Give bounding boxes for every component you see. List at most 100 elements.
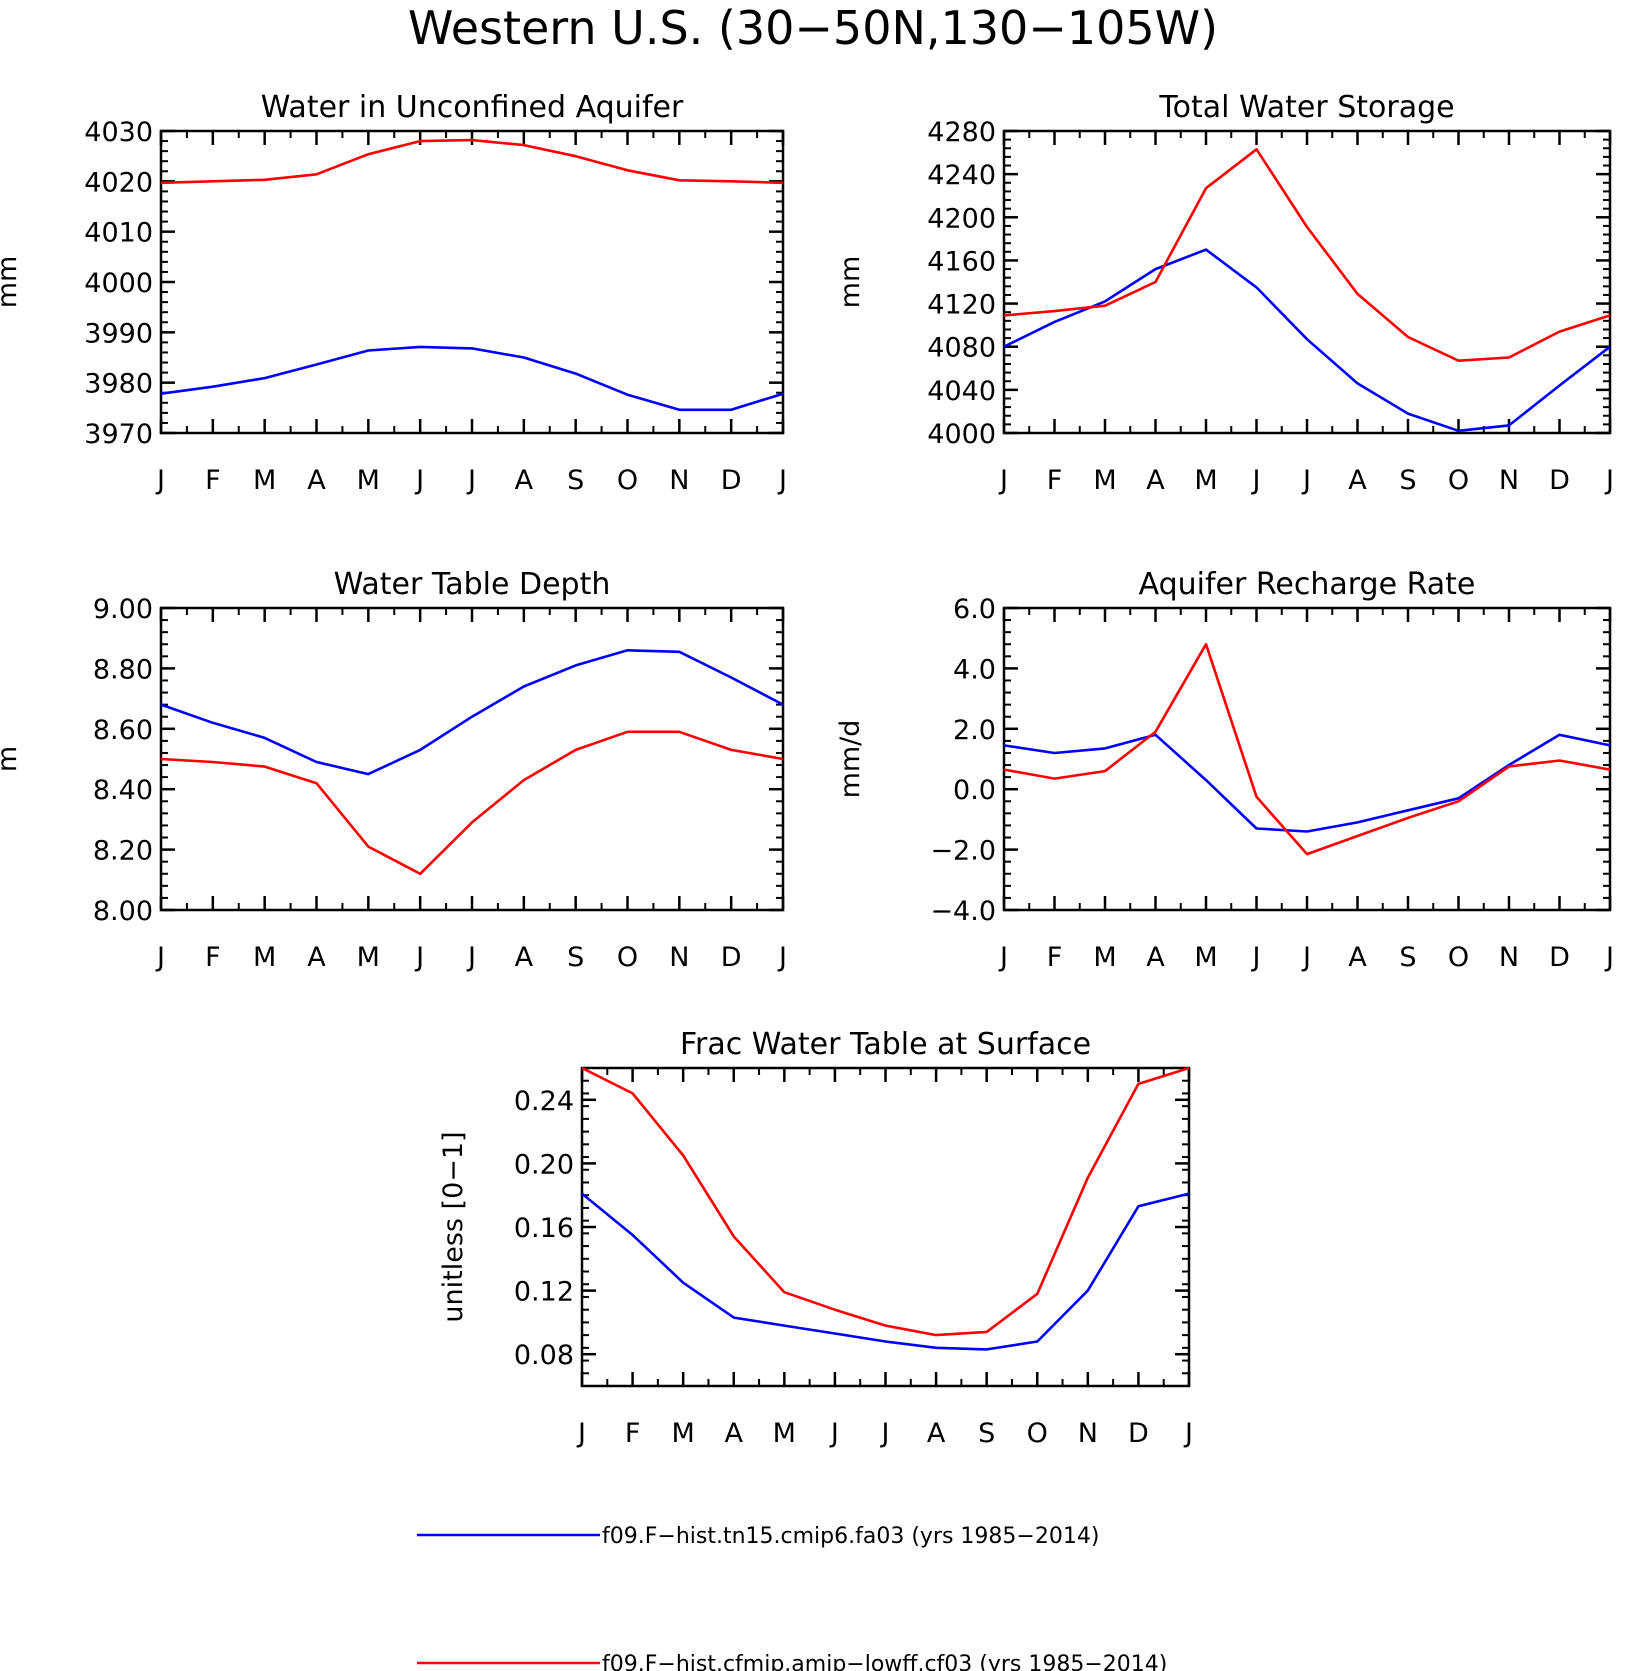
y-tick-label: 4030 <box>84 117 153 148</box>
y-tick-label: 3980 <box>84 369 153 400</box>
y-tick-label: 8.00 <box>93 896 153 927</box>
x-tick-label: J <box>414 942 424 973</box>
x-tick-label: F <box>205 942 221 973</box>
figure-title: Western U.S. (30−50N,130−105W) <box>408 1 1218 55</box>
x-tick-label: F <box>1047 465 1063 496</box>
x-tick-label: O <box>617 942 638 973</box>
panel-title: Water Table Depth <box>334 567 611 602</box>
y-tick-label: 0.12 <box>514 1277 574 1308</box>
y-tick-label: 4010 <box>84 218 153 249</box>
y-tick-label: 4200 <box>927 203 996 234</box>
legend-label-2: f09.F−hist.cfmip.amip−lowff.cf03 (yrs 19… <box>602 1652 1167 1671</box>
y-tick-label: 2.0 <box>953 715 996 746</box>
x-tick-label: A <box>1146 942 1165 973</box>
x-tick-label: A <box>307 465 326 496</box>
x-tick-label: N <box>669 465 689 496</box>
y-tick-label: 3970 <box>84 419 153 450</box>
y-tick-label: 0.16 <box>514 1213 574 1244</box>
series-line-blue <box>581 1192 1190 1351</box>
x-tick-label: M <box>672 1418 695 1449</box>
x-tick-label: M <box>1194 465 1217 496</box>
x-tick-label: M <box>1093 942 1116 973</box>
series-line-red <box>160 138 784 185</box>
x-tick-label: J <box>777 465 787 496</box>
x-tick-label: A <box>1146 465 1165 496</box>
series-line-red <box>1003 148 1611 363</box>
x-tick-label: J <box>777 942 787 973</box>
x-tick-label: O <box>1448 942 1469 973</box>
y-tick-label: 3990 <box>84 318 153 349</box>
y-tick-label: 8.40 <box>93 775 153 806</box>
y-tick-label: 4000 <box>927 419 996 450</box>
x-tick-label: J <box>1183 1418 1193 1449</box>
y-axis-label: mm <box>835 256 866 309</box>
panel-title: Frac Water Table at Surface <box>680 1027 1091 1062</box>
plot-frame <box>159 606 785 912</box>
y-tick-label: 0.08 <box>514 1340 574 1371</box>
series-line-blue <box>1003 248 1611 433</box>
x-tick-label: J <box>998 465 1008 496</box>
y-tick-label: 4240 <box>927 160 996 191</box>
x-tick-label: J <box>1604 942 1614 973</box>
x-tick-label: A <box>927 1418 946 1449</box>
y-axis-label: m <box>0 746 23 772</box>
y-tick-label: 4.0 <box>953 654 996 685</box>
x-tick-label: J <box>1251 942 1261 973</box>
y-tick-label: 0.0 <box>953 775 996 806</box>
x-tick-label: J <box>1301 942 1311 973</box>
x-tick-label: J <box>1251 465 1261 496</box>
x-tick-label: J <box>466 942 476 973</box>
x-tick-label: J <box>880 1418 890 1449</box>
series-line-blue <box>1003 733 1611 833</box>
x-tick-label: M <box>773 1418 796 1449</box>
x-tick-label: J <box>1301 465 1311 496</box>
y-tick-label: 0.20 <box>514 1149 574 1180</box>
x-tick-label: N <box>669 942 689 973</box>
x-tick-label: F <box>625 1418 641 1449</box>
x-tick-label: N <box>1499 465 1519 496</box>
y-axis-label: unitless [0−1] <box>438 1131 469 1322</box>
series-line-blue <box>160 345 784 412</box>
x-tick-label: D <box>721 942 742 973</box>
y-tick-label: 9.00 <box>93 594 153 625</box>
y-tick-label: 4160 <box>927 246 996 277</box>
x-tick-label: N <box>1078 1418 1098 1449</box>
x-tick-label: O <box>617 465 638 496</box>
series-line-blue <box>160 648 784 776</box>
x-tick-label: S <box>1399 942 1416 973</box>
x-tick-label: A <box>307 942 326 973</box>
y-tick-label: 8.80 <box>93 654 153 685</box>
x-tick-label: D <box>1549 942 1570 973</box>
x-tick-label: M <box>1093 465 1116 496</box>
y-tick-label: 4040 <box>927 376 996 407</box>
x-tick-label: A <box>515 942 534 973</box>
x-tick-label: M <box>357 465 380 496</box>
x-tick-label: A <box>515 465 534 496</box>
x-tick-label: A <box>1348 942 1367 973</box>
y-tick-label: 4020 <box>84 167 153 198</box>
y-tick-label: 8.20 <box>93 836 153 867</box>
plot-frame <box>580 1066 1191 1388</box>
x-tick-label: S <box>567 465 584 496</box>
x-tick-label: J <box>155 942 165 973</box>
x-tick-label: A <box>1348 465 1367 496</box>
y-tick-label: 4000 <box>84 268 153 299</box>
x-tick-label: O <box>1448 465 1469 496</box>
panel-title: Total Water Storage <box>1158 90 1454 125</box>
x-tick-label: M <box>1194 942 1217 973</box>
x-tick-label: J <box>466 465 476 496</box>
x-tick-label: S <box>978 1418 995 1449</box>
y-tick-label: 4120 <box>927 290 996 321</box>
y-tick-label: −2.0 <box>930 836 996 867</box>
plot-frame <box>159 129 785 435</box>
legend-label-1: f09.F−hist.tn15.cmip6.fa03 (yrs 1985−201… <box>602 1524 1099 1549</box>
x-tick-label: D <box>1549 465 1570 496</box>
series-line-red <box>581 1066 1190 1337</box>
y-tick-label: −4.0 <box>930 896 996 927</box>
x-tick-label: J <box>576 1418 586 1449</box>
